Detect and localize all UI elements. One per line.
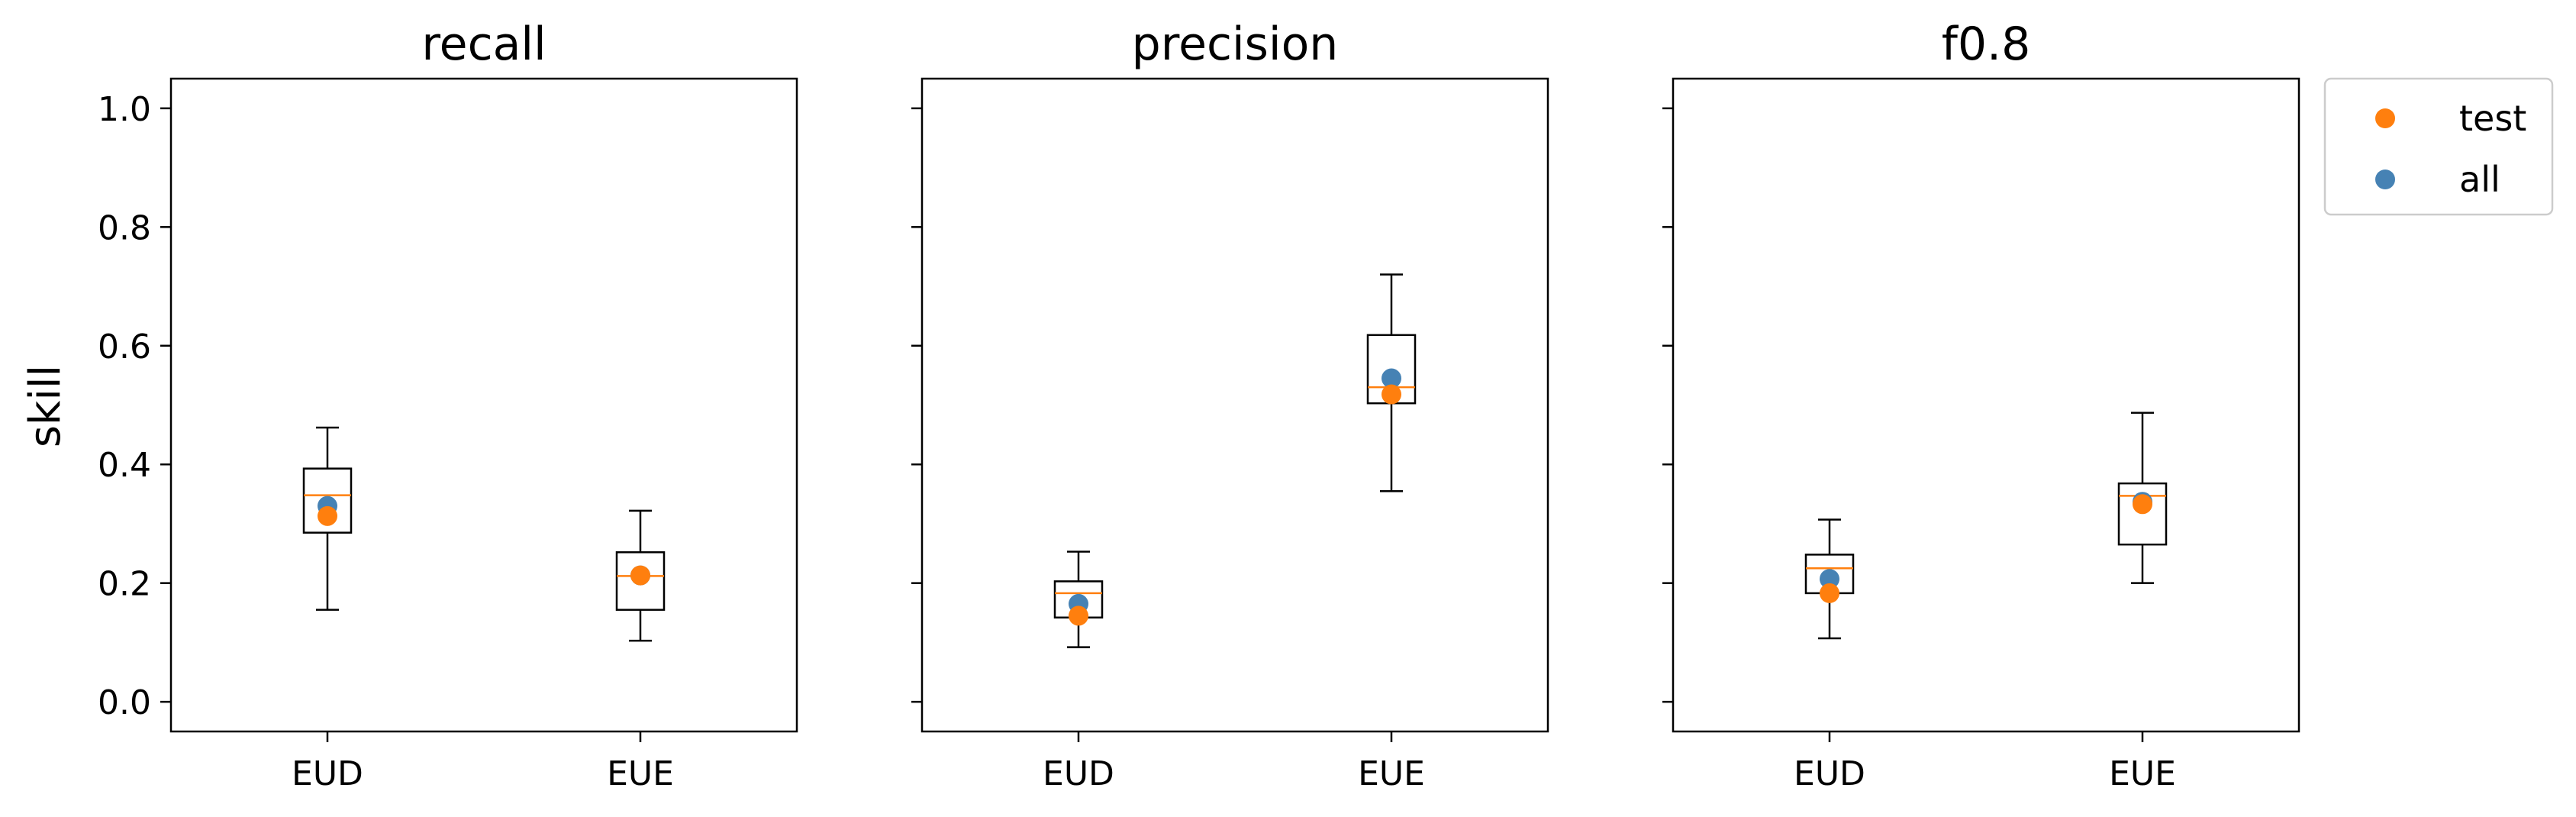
y-tick-label: 0.8 — [98, 208, 151, 247]
x-tick-label: EUD — [292, 754, 363, 793]
point-all — [1820, 569, 1839, 589]
panels: recall 0.0 0.2 0.4 0.6 0.8 1.0 EUD EUE precision E… — [98, 18, 2300, 793]
legend: test all — [2323, 77, 2554, 216]
legend-marker-test — [2375, 108, 2395, 128]
y-tick-label: 0.6 — [98, 328, 151, 367]
iqr-box — [2117, 482, 2168, 546]
box-eud — [302, 426, 353, 611]
point-test — [2133, 494, 2152, 515]
legend-marker-all — [2375, 170, 2395, 189]
x-tick-label: EUD — [1794, 754, 1865, 793]
box-eue — [1366, 273, 1417, 492]
box-eue — [2117, 412, 2168, 584]
legend-label-all: all — [2459, 159, 2500, 200]
point-test — [318, 505, 337, 526]
point-all — [1381, 368, 1401, 389]
panel-2: precision EUD EUE — [911, 18, 1549, 793]
x-tick-label: EUE — [1358, 754, 1425, 793]
y-tick-label: 0.2 — [98, 565, 151, 604]
x-tick-label: EUE — [607, 754, 674, 793]
panel-1: recall 0.0 0.2 0.4 0.6 0.8 1.0 EUD EUE — [98, 18, 798, 793]
y-tick-label: 1.0 — [98, 90, 151, 129]
panel-title: f0.8 — [1942, 18, 2031, 71]
legend-label-test: test — [2459, 98, 2526, 139]
panel-title: precision — [1132, 18, 1339, 71]
box-eue — [615, 509, 666, 642]
x-tick-label: EUD — [1043, 754, 1114, 793]
plot-frame — [920, 77, 1549, 733]
box-eud — [1804, 518, 1855, 640]
point-test — [1381, 384, 1401, 405]
y-tick-label: 0.0 — [98, 683, 151, 722]
panel-title: recall — [421, 18, 546, 71]
iqr-box — [302, 467, 353, 534]
point-test — [630, 565, 650, 586]
y-tick-label: 0.4 — [98, 446, 151, 485]
y-axis-label: skill — [21, 365, 70, 447]
point-test — [1069, 605, 1088, 626]
plot-frame — [1672, 77, 2300, 733]
panel-3: f0.8 EUD EUE — [1662, 18, 2300, 793]
x-tick-label: EUE — [2109, 754, 2176, 793]
point-test — [1820, 583, 1839, 603]
iqr-box — [615, 551, 666, 611]
box-eud — [1053, 551, 1104, 648]
plot-frame — [169, 77, 798, 733]
